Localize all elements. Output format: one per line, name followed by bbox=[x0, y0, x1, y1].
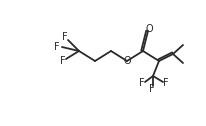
Text: F: F bbox=[163, 78, 169, 88]
Text: F: F bbox=[60, 56, 66, 66]
Text: F: F bbox=[139, 78, 145, 88]
Text: O: O bbox=[145, 24, 153, 34]
Text: F: F bbox=[54, 42, 60, 52]
Text: F: F bbox=[149, 84, 155, 94]
Text: F: F bbox=[62, 32, 68, 42]
Text: O: O bbox=[123, 56, 131, 66]
